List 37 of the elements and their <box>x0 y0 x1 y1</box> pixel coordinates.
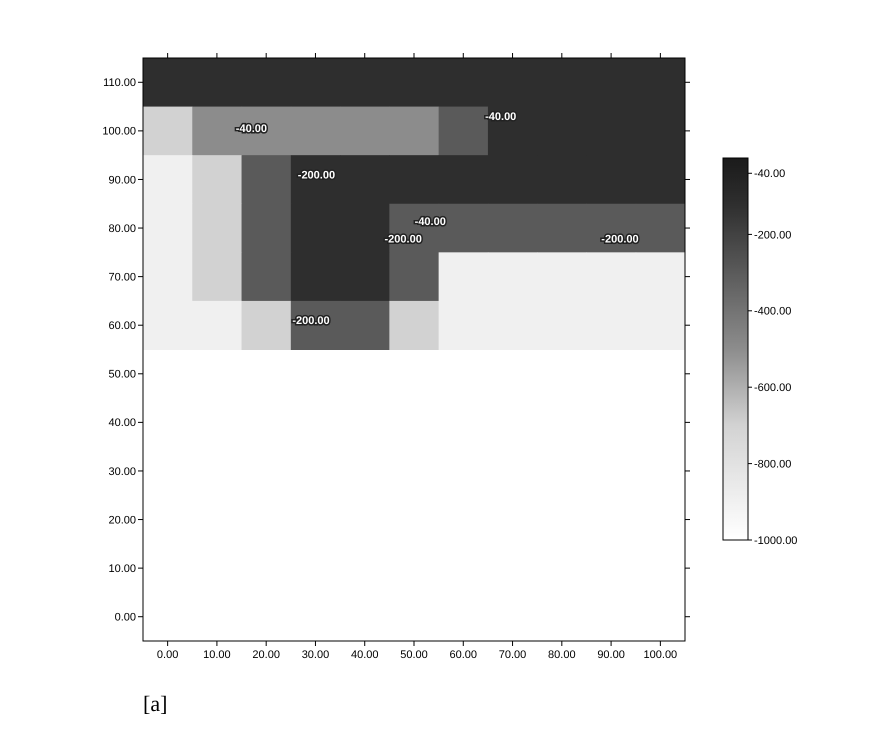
y-tick-label: 50.00 <box>108 368 136 381</box>
y-tick-label: 30.00 <box>108 466 136 478</box>
x-tick-label: 0.00 <box>156 649 178 661</box>
x-tick-label: 20.00 <box>252 649 280 661</box>
text: [a] <box>143 691 168 716</box>
y-tick-label: 90.00 <box>108 174 136 186</box>
annotation: -40.00 <box>236 122 267 135</box>
y-tick-label: 20.00 <box>108 514 136 526</box>
y-tick-label: 70.00 <box>108 271 136 284</box>
x-tick-label: 100.00 <box>644 649 678 661</box>
x-tick-label: 70.00 <box>498 649 526 661</box>
color-bar-label: -600.00 <box>754 382 792 394</box>
annotation: -40.00 <box>414 216 446 228</box>
x-tick-label: 30.00 <box>302 649 330 661</box>
x-tick-label: 50.00 <box>400 649 428 661</box>
color-bar-label: -800.00 <box>754 458 792 470</box>
annotation: -40.00 <box>485 111 516 124</box>
x-tick-label: 10.00 <box>203 649 231 661</box>
annotation: -200.00 <box>384 234 422 246</box>
y-tick-label: 80.00 <box>108 222 136 235</box>
y-tick-label: 10.00 <box>108 562 136 575</box>
color-bar-label: -400.00 <box>754 306 792 318</box>
color-bar-label: -200.00 <box>754 229 792 242</box>
y-tick-label: 110.00 <box>103 77 136 90</box>
color-bar-label: -40.00 <box>754 168 786 180</box>
y-tick-label: 100.00 <box>102 126 136 138</box>
y-tick-label: 0.00 <box>114 612 136 624</box>
color-bar-label: -1000.00 <box>754 534 798 547</box>
y-tick-label: 60.00 <box>108 320 136 332</box>
x-tick-label: 40.00 <box>350 649 378 661</box>
x-tick-label: 60.00 <box>450 649 478 661</box>
annotation: -200.00 <box>298 169 336 182</box>
annotation: -200.00 <box>292 315 330 328</box>
x-tick-label: 80.00 <box>548 649 576 661</box>
y-tick-label: 40.00 <box>108 417 136 430</box>
annotation: -200.00 <box>601 234 639 246</box>
x-tick-label: 90.00 <box>597 649 625 661</box>
